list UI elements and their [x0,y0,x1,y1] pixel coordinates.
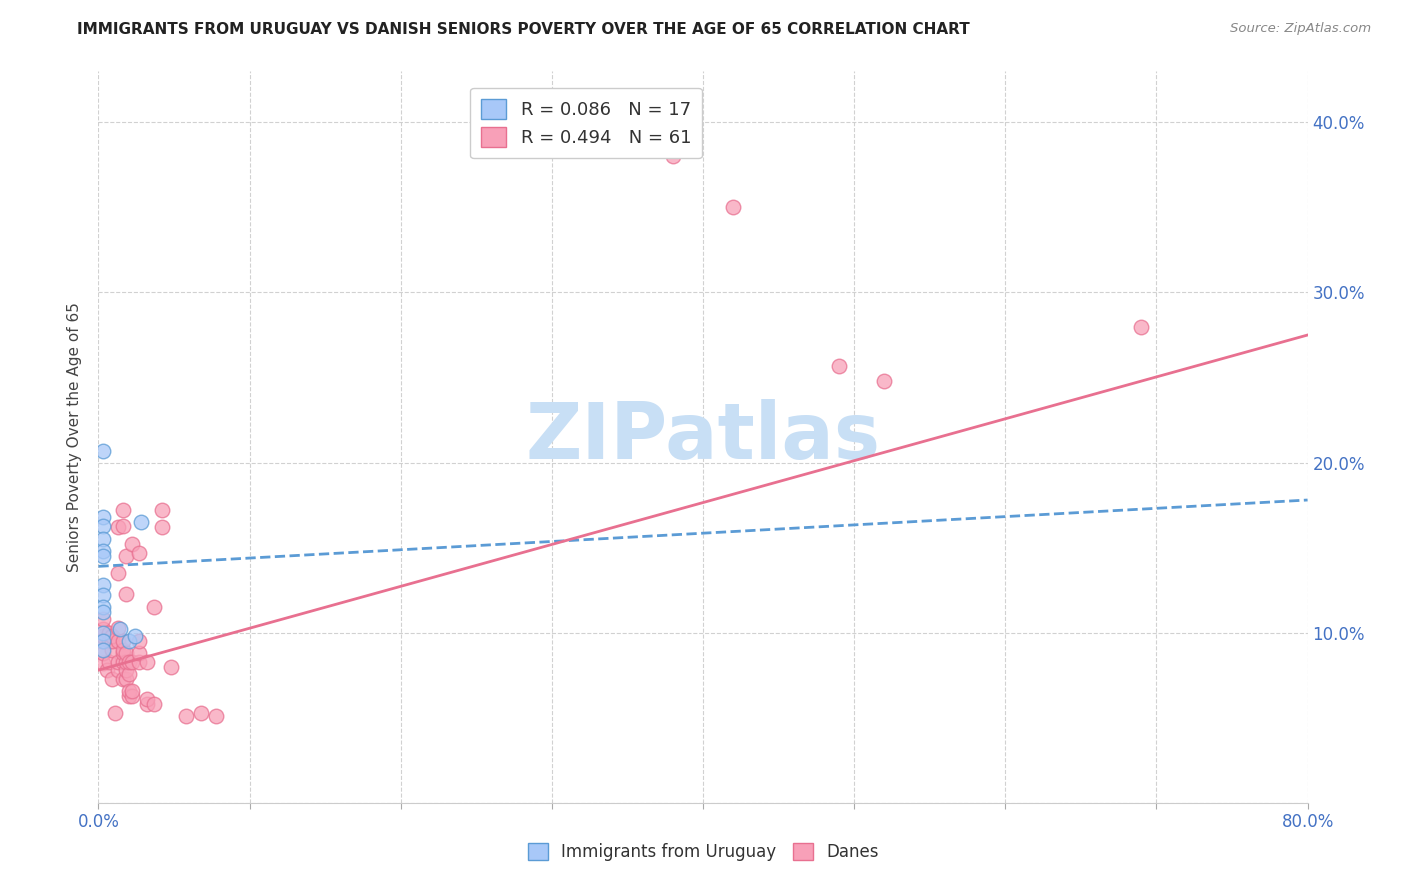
Text: IMMIGRANTS FROM URUGUAY VS DANISH SENIORS POVERTY OVER THE AGE OF 65 CORRELATION: IMMIGRANTS FROM URUGUAY VS DANISH SENIOR… [77,22,970,37]
Point [91,510,114,524]
Text: ZIPatlas: ZIPatlas [526,399,880,475]
Point [91,612,114,626]
Point [121,655,143,669]
Point [114,549,136,563]
Point [114,586,136,600]
Point [873,374,896,388]
Point [101,634,124,648]
Point [174,709,197,723]
Point [111,672,134,686]
Point [101,642,124,657]
Point [160,659,183,673]
Point [143,697,166,711]
Point [128,634,150,648]
Point [121,683,143,698]
Point [101,672,124,686]
Point [118,655,141,669]
Point [143,600,166,615]
Point [128,655,150,669]
Legend: R = 0.086   N = 17, R = 0.494   N = 61: R = 0.086 N = 17, R = 0.494 N = 61 [470,87,702,158]
Point [107,520,129,534]
Point [723,201,745,215]
Point [96,663,118,677]
Point [111,634,134,648]
Point [98,655,121,669]
Point [91,625,114,640]
Point [150,503,173,517]
Point [114,646,136,660]
Point [118,689,141,703]
Point [91,578,114,592]
Point [107,655,129,669]
Point [111,518,134,533]
Point [91,588,114,602]
Point [118,634,141,648]
Point [104,706,127,720]
Point [98,634,121,648]
Point [91,642,114,657]
Point [91,544,114,558]
Point [661,149,683,163]
Point [128,646,150,660]
Point [91,646,114,660]
Point [91,605,114,619]
Point [1130,319,1153,334]
Point [107,566,129,581]
Point [91,532,114,546]
Y-axis label: Seniors Poverty Over the Age of 65: Seniors Poverty Over the Age of 65 [67,302,83,572]
Point [101,629,124,643]
Point [91,657,114,671]
Point [91,443,114,458]
Point [111,655,134,669]
Point [91,622,114,636]
Point [91,634,114,648]
Point [111,503,134,517]
Point [205,709,228,723]
Point [150,520,173,534]
Point [111,646,134,660]
Point [114,663,136,677]
Point [121,689,143,703]
Point [91,600,114,615]
Point [190,706,212,720]
Point [111,642,134,657]
Point [121,537,143,551]
Point [828,359,851,373]
Point [98,625,121,640]
Point [135,697,157,711]
Point [135,692,157,706]
Point [91,634,114,648]
Point [124,629,146,643]
Text: Source: ZipAtlas.com: Source: ZipAtlas.com [1230,22,1371,36]
Point [107,621,129,635]
Point [107,663,129,677]
Point [108,622,131,636]
Point [91,629,114,643]
Point [135,655,157,669]
Point [114,672,136,686]
Point [128,546,150,560]
Point [129,515,152,529]
Point [107,634,129,648]
Point [118,666,141,681]
Point [91,518,114,533]
Point [91,549,114,563]
Point [114,655,136,669]
Point [118,683,141,698]
